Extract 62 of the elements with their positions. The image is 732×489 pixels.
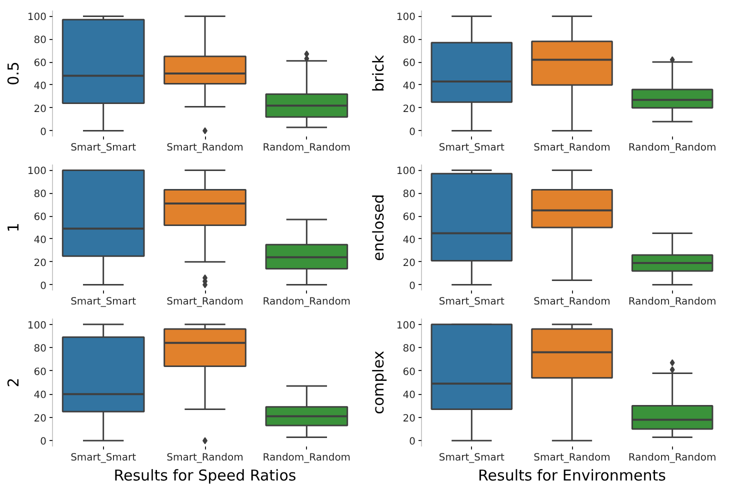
x-tick-label: Smart_Smart [438, 296, 504, 308]
y-tick-label: 80 [34, 189, 47, 200]
y-tick-label: 100 [27, 166, 47, 178]
y-tick-label: 80 [402, 35, 416, 46]
y-tick-label: 60 [402, 366, 416, 378]
y-axis-title: 1 [4, 222, 22, 232]
y-tick-label: 60 [34, 58, 47, 70]
x-tick-label: Smart_Smart [438, 452, 504, 464]
x-tick-label: Smart_Random [166, 142, 244, 154]
y-tick-label: 60 [402, 58, 416, 70]
x-tick-label: Random_Random [262, 452, 351, 464]
y-tick-label: 100 [27, 320, 47, 332]
y-tick-label: 80 [34, 35, 47, 46]
x-tick-label: Random_Random [628, 452, 716, 464]
y-tick-label: 100 [396, 12, 416, 24]
y-tick-label: 20 [34, 413, 47, 424]
y-axis-title: complex [369, 350, 388, 414]
y-tick-label: 20 [402, 413, 416, 424]
y-tick-label: 0 [409, 436, 416, 448]
x-tick-label: Random_Random [262, 296, 351, 308]
x-tick-label: Smart_Random [534, 452, 610, 464]
y-tick-label: 80 [34, 344, 47, 355]
y-tick-label: 20 [34, 258, 47, 269]
y-tick-label: 40 [402, 80, 416, 92]
y-axis-title: 0.5 [4, 62, 22, 86]
y-axis-title: 2 [4, 378, 22, 388]
y-tick-label: 60 [34, 212, 47, 224]
y-tick-label: 100 [27, 12, 47, 24]
x-tick-label: Random_Random [628, 296, 716, 308]
y-tick-label: 40 [402, 390, 416, 402]
y-tick-label: 60 [402, 212, 416, 224]
y-tick-label: 0 [409, 126, 416, 138]
y-tick-label: 80 [402, 344, 416, 355]
y-axis-title: brick [369, 54, 388, 92]
y-tick-label: 20 [402, 258, 416, 269]
y-tick-label: 0 [40, 436, 47, 448]
y-tick-label: 20 [34, 104, 47, 115]
x-tick-label: Smart_Random [166, 452, 244, 464]
y-tick-label: 40 [34, 80, 47, 92]
x-tick-label: Smart_Random [534, 142, 610, 154]
y-tick-label: 0 [40, 126, 47, 138]
y-tick-label: 80 [402, 189, 416, 200]
y-tick-label: 40 [402, 234, 416, 246]
x-tick-label: Random_Random [262, 142, 351, 154]
y-tick-label: 100 [396, 166, 416, 178]
x-tick-label: Smart_Smart [438, 142, 504, 154]
x-tick-label: Smart_Smart [70, 142, 136, 154]
x-tick-label: Smart_Random [166, 296, 244, 308]
x-tick-label: Smart_Random [534, 296, 610, 308]
y-tick-label: 60 [34, 366, 47, 378]
x-tick-label: Random_Random [628, 142, 716, 154]
x-tick-label: Smart_Smart [70, 452, 136, 464]
x-tick-label: Smart_Smart [70, 296, 136, 308]
y-tick-label: 40 [34, 234, 47, 246]
x-axis-title: Results for Environments [478, 466, 666, 484]
y-tick-label: 0 [40, 280, 47, 292]
y-tick-label: 20 [402, 104, 416, 115]
x-axis-title: Results for Speed Ratios [114, 466, 296, 484]
y-tick-label: 100 [396, 320, 416, 332]
y-tick-label: 40 [34, 390, 47, 402]
y-axis-title: enclosed [369, 194, 388, 261]
y-tick-label: 0 [409, 280, 416, 292]
